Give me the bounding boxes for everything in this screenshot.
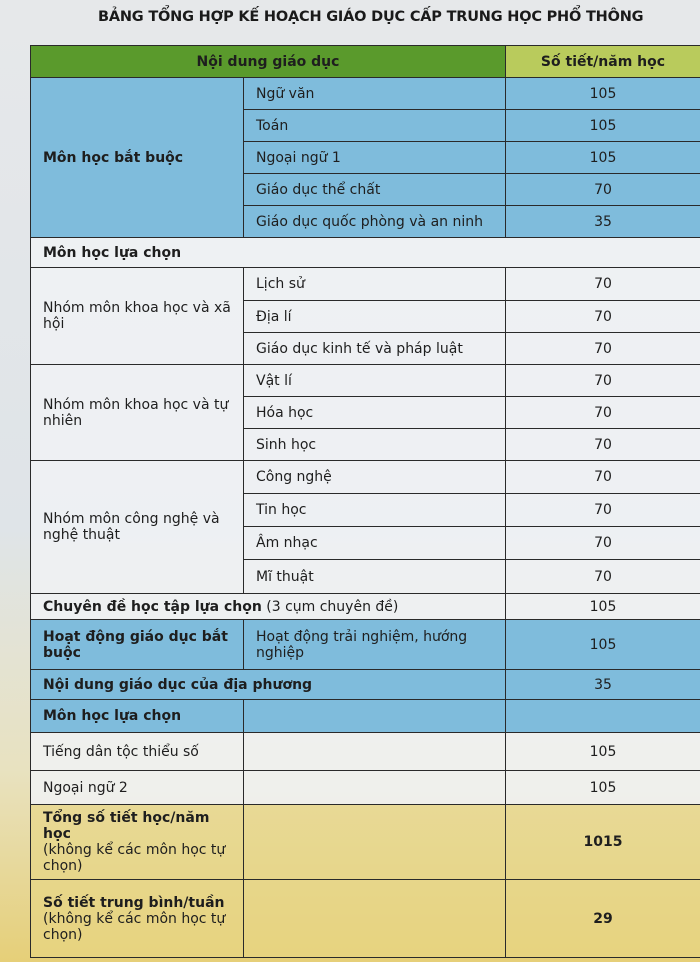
education-plan-table: Nội dung giáo dục Số tiết/năm học Môn họ…: [30, 45, 700, 958]
total-cell: Tổng số tiết học/năm học (không kể các mô…: [30, 804, 244, 880]
subject-periods: 70: [505, 559, 700, 594]
group-label: Nhóm môn công nghệ và nghệ thuật: [30, 460, 244, 594]
empty-cell: [505, 699, 700, 733]
optional-label: Môn học lựa chọn: [30, 699, 244, 733]
topics-note: (3 cụm chuyên đề): [266, 598, 399, 615]
subject-name: Giáo dục quốc phòng và an ninh: [243, 205, 506, 238]
subject-name: Ngoại ngữ 1: [243, 141, 506, 174]
subject-name: Địa lí: [243, 300, 506, 333]
table-row: Nhóm môn khoa học và xã hội Lịch sử 70: [30, 267, 700, 365]
subject-periods: 70: [505, 526, 700, 560]
page-title: BẢNG TỔNG HỢP KẾ HOẠCH GIÁO DỤC CẤP TRUN…: [98, 9, 644, 25]
table-row: Môn học bắt buộc Ngữ văn 105: [30, 77, 700, 238]
table-header: Nội dung giáo dục Số tiết/năm học: [30, 45, 700, 78]
topics-periods: 105: [505, 593, 700, 620]
subject-periods: 70: [505, 300, 700, 333]
table-row: Nhóm môn công nghệ và nghệ thuật Công ng…: [30, 460, 700, 594]
table-row: Hóa học 70: [31, 396, 700, 429]
subject-name: Hóa học: [243, 396, 506, 429]
subject-name: Tin học: [243, 493, 506, 527]
subject-periods: 70: [505, 332, 700, 365]
subject-periods: 105: [505, 141, 700, 174]
subject-name: Toán: [243, 109, 506, 142]
mandatory-label: Môn học bắt buộc: [30, 77, 244, 238]
header-periods: Số tiết/năm học: [505, 45, 700, 78]
empty-cell: [243, 732, 506, 771]
subject-periods: 70: [505, 364, 700, 397]
subject-periods: 70: [505, 493, 700, 527]
subject-periods: 105: [505, 770, 700, 805]
local-label: Nội dung giáo dục của địa phương: [30, 669, 506, 700]
total-note: (không kể các môn học tự chọn): [43, 842, 226, 874]
weekly-cell: Số tiết trung bình/tuần (không kể các môn…: [30, 879, 244, 958]
table-row: Tổng số tiết học/năm học (không kể các mô…: [30, 804, 700, 880]
subject-name: Âm nhạc: [243, 526, 506, 560]
subject-name: Ngoại ngữ 2: [30, 770, 244, 805]
table-row: Mĩ thuật 70: [31, 559, 700, 594]
weekly-value: 29: [505, 879, 700, 958]
table-row: Sinh học 70: [31, 428, 700, 461]
subject-periods: 105: [505, 732, 700, 771]
group-label: Nhóm môn khoa học và tự nhiên: [30, 364, 244, 461]
table-row: Âm nhạc 70: [31, 526, 700, 560]
subject-periods: 70: [505, 267, 700, 301]
subject-name: Lịch sử: [243, 267, 506, 301]
total-label: Tổng số tiết học/năm học: [43, 810, 210, 842]
empty-cell: [243, 879, 506, 958]
subject-periods: 70: [505, 173, 700, 206]
elective-label: Môn học lựa chọn: [30, 237, 700, 268]
subject-name: Sinh học: [243, 428, 506, 461]
subject-periods: 70: [505, 428, 700, 461]
subject-name: Tiếng dân tộc thiểu số: [30, 732, 244, 771]
table-row: Giáo dục quốc phòng và an ninh 35: [31, 205, 700, 238]
total-value: 1015: [505, 804, 700, 880]
group-label: Nhóm môn khoa học và xã hội: [30, 267, 244, 365]
subject-periods: 105: [505, 109, 700, 142]
subject-periods: 70: [505, 396, 700, 429]
subject-name: Mĩ thuật: [243, 559, 506, 594]
subject-name: Công nghệ: [243, 460, 506, 494]
empty-cell: [243, 770, 506, 805]
subject-name: Ngữ văn: [243, 77, 506, 110]
table-row: Môn học lựa chọn: [30, 237, 700, 268]
table-row: Nội dung giáo dục của địa phương 35: [30, 669, 700, 700]
weekly-label: Số tiết trung bình/tuần: [43, 894, 225, 911]
table-row: Địa lí 70: [31, 300, 700, 333]
local-periods: 35: [505, 669, 700, 700]
topics-cell: Chuyên đề học tập lựa chọn (3 cụm chuyên…: [30, 593, 506, 620]
subject-periods: 35: [505, 205, 700, 238]
header-content: Nội dung giáo dục: [30, 45, 506, 78]
table-row: Số tiết trung bình/tuần (không kể các môn…: [30, 879, 700, 958]
table-row: Nhóm môn khoa học và tự nhiên Vật lí 70: [30, 364, 700, 461]
table-row: Hoạt động giáo dục bắt buộc Hoạt động tr…: [30, 619, 700, 670]
activities-periods: 105: [505, 619, 700, 670]
weekly-note: (không kể các môn học tự chọn): [43, 910, 226, 943]
subject-name: Giáo dục thể chất: [243, 173, 506, 206]
subject-name: Vật lí: [243, 364, 506, 397]
table-row: Chuyên đề học tập lựa chọn (3 cụm chuyên…: [30, 593, 700, 620]
table-row: Giáo dục thể chất 70: [31, 173, 700, 206]
table-row: Môn học lựa chọn: [30, 699, 700, 733]
topics-label: Chuyên đề học tập lựa chọn: [43, 598, 262, 615]
subject-name: Giáo dục kinh tế và pháp luật: [243, 332, 506, 365]
subject-periods: 70: [505, 460, 700, 494]
activities-item: Hoạt động trải nghiệm, hướng nghiệp: [243, 619, 506, 670]
table-row: Tiếng dân tộc thiểu số 105: [30, 732, 700, 771]
empty-cell: [243, 699, 506, 733]
empty-cell: [243, 804, 506, 880]
table-row: Ngoại ngữ 2 105: [30, 770, 700, 805]
subject-periods: 105: [505, 77, 700, 110]
activities-label: Hoạt động giáo dục bắt buộc: [30, 619, 244, 670]
table-row: Giáo dục kinh tế và pháp luật 70: [31, 332, 700, 365]
